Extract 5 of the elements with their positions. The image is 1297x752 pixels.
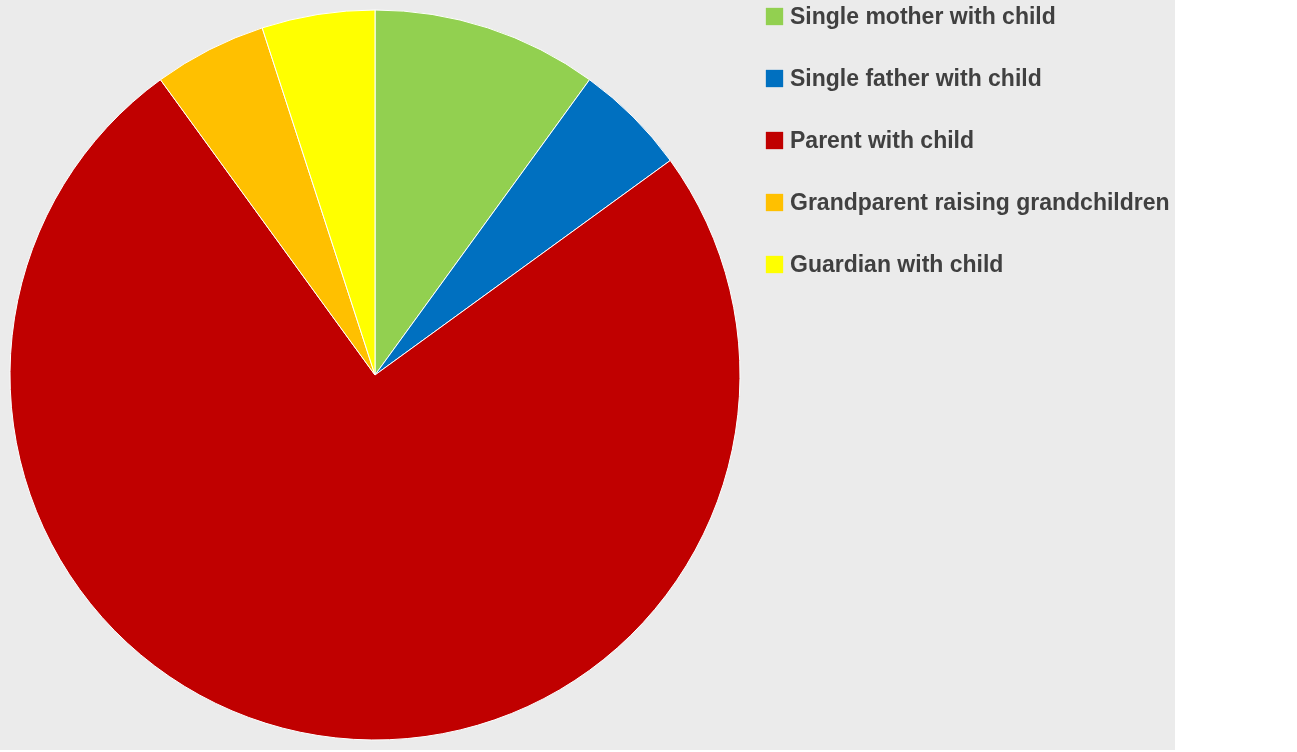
legend-label: Single mother with child [790,2,1056,29]
legend-label: Single father with child [790,64,1042,91]
legend-label: Guardian with child [790,250,1004,277]
legend-label: Grandparent raising grandchildren [790,188,1170,215]
legend-label: Parent with child [790,126,975,153]
